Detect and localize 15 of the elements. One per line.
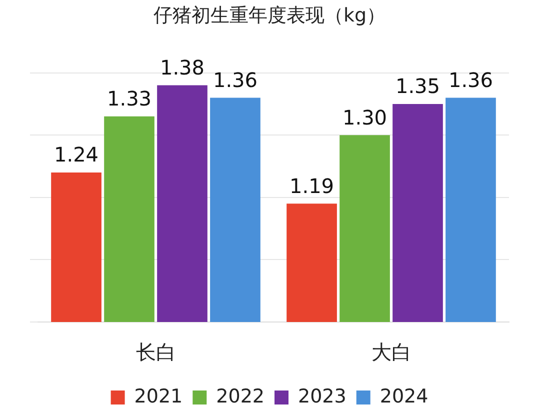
data-label: 1.35 [395, 74, 440, 98]
data-label: 1.33 [106, 86, 152, 111]
data-label: 1.38 [160, 55, 205, 80]
legend-label: 2022 [216, 385, 265, 408]
data-label: 1.24 [54, 142, 99, 167]
legend-label: 2023 [298, 385, 346, 408]
x-tick-label: 长白 [136, 340, 176, 364]
data-label: 1.36 [212, 68, 258, 92]
data-label: 1.19 [290, 174, 334, 198]
chart-title: 仔猪初生重年度表现（kg） [153, 4, 386, 26]
data-label: 1.36 [448, 68, 493, 92]
legend-label: 2024 [380, 385, 428, 408]
legend-label: 2021 [134, 385, 183, 408]
x-tick-label: 大白 [371, 340, 412, 364]
data-label: 1.30 [342, 105, 388, 130]
